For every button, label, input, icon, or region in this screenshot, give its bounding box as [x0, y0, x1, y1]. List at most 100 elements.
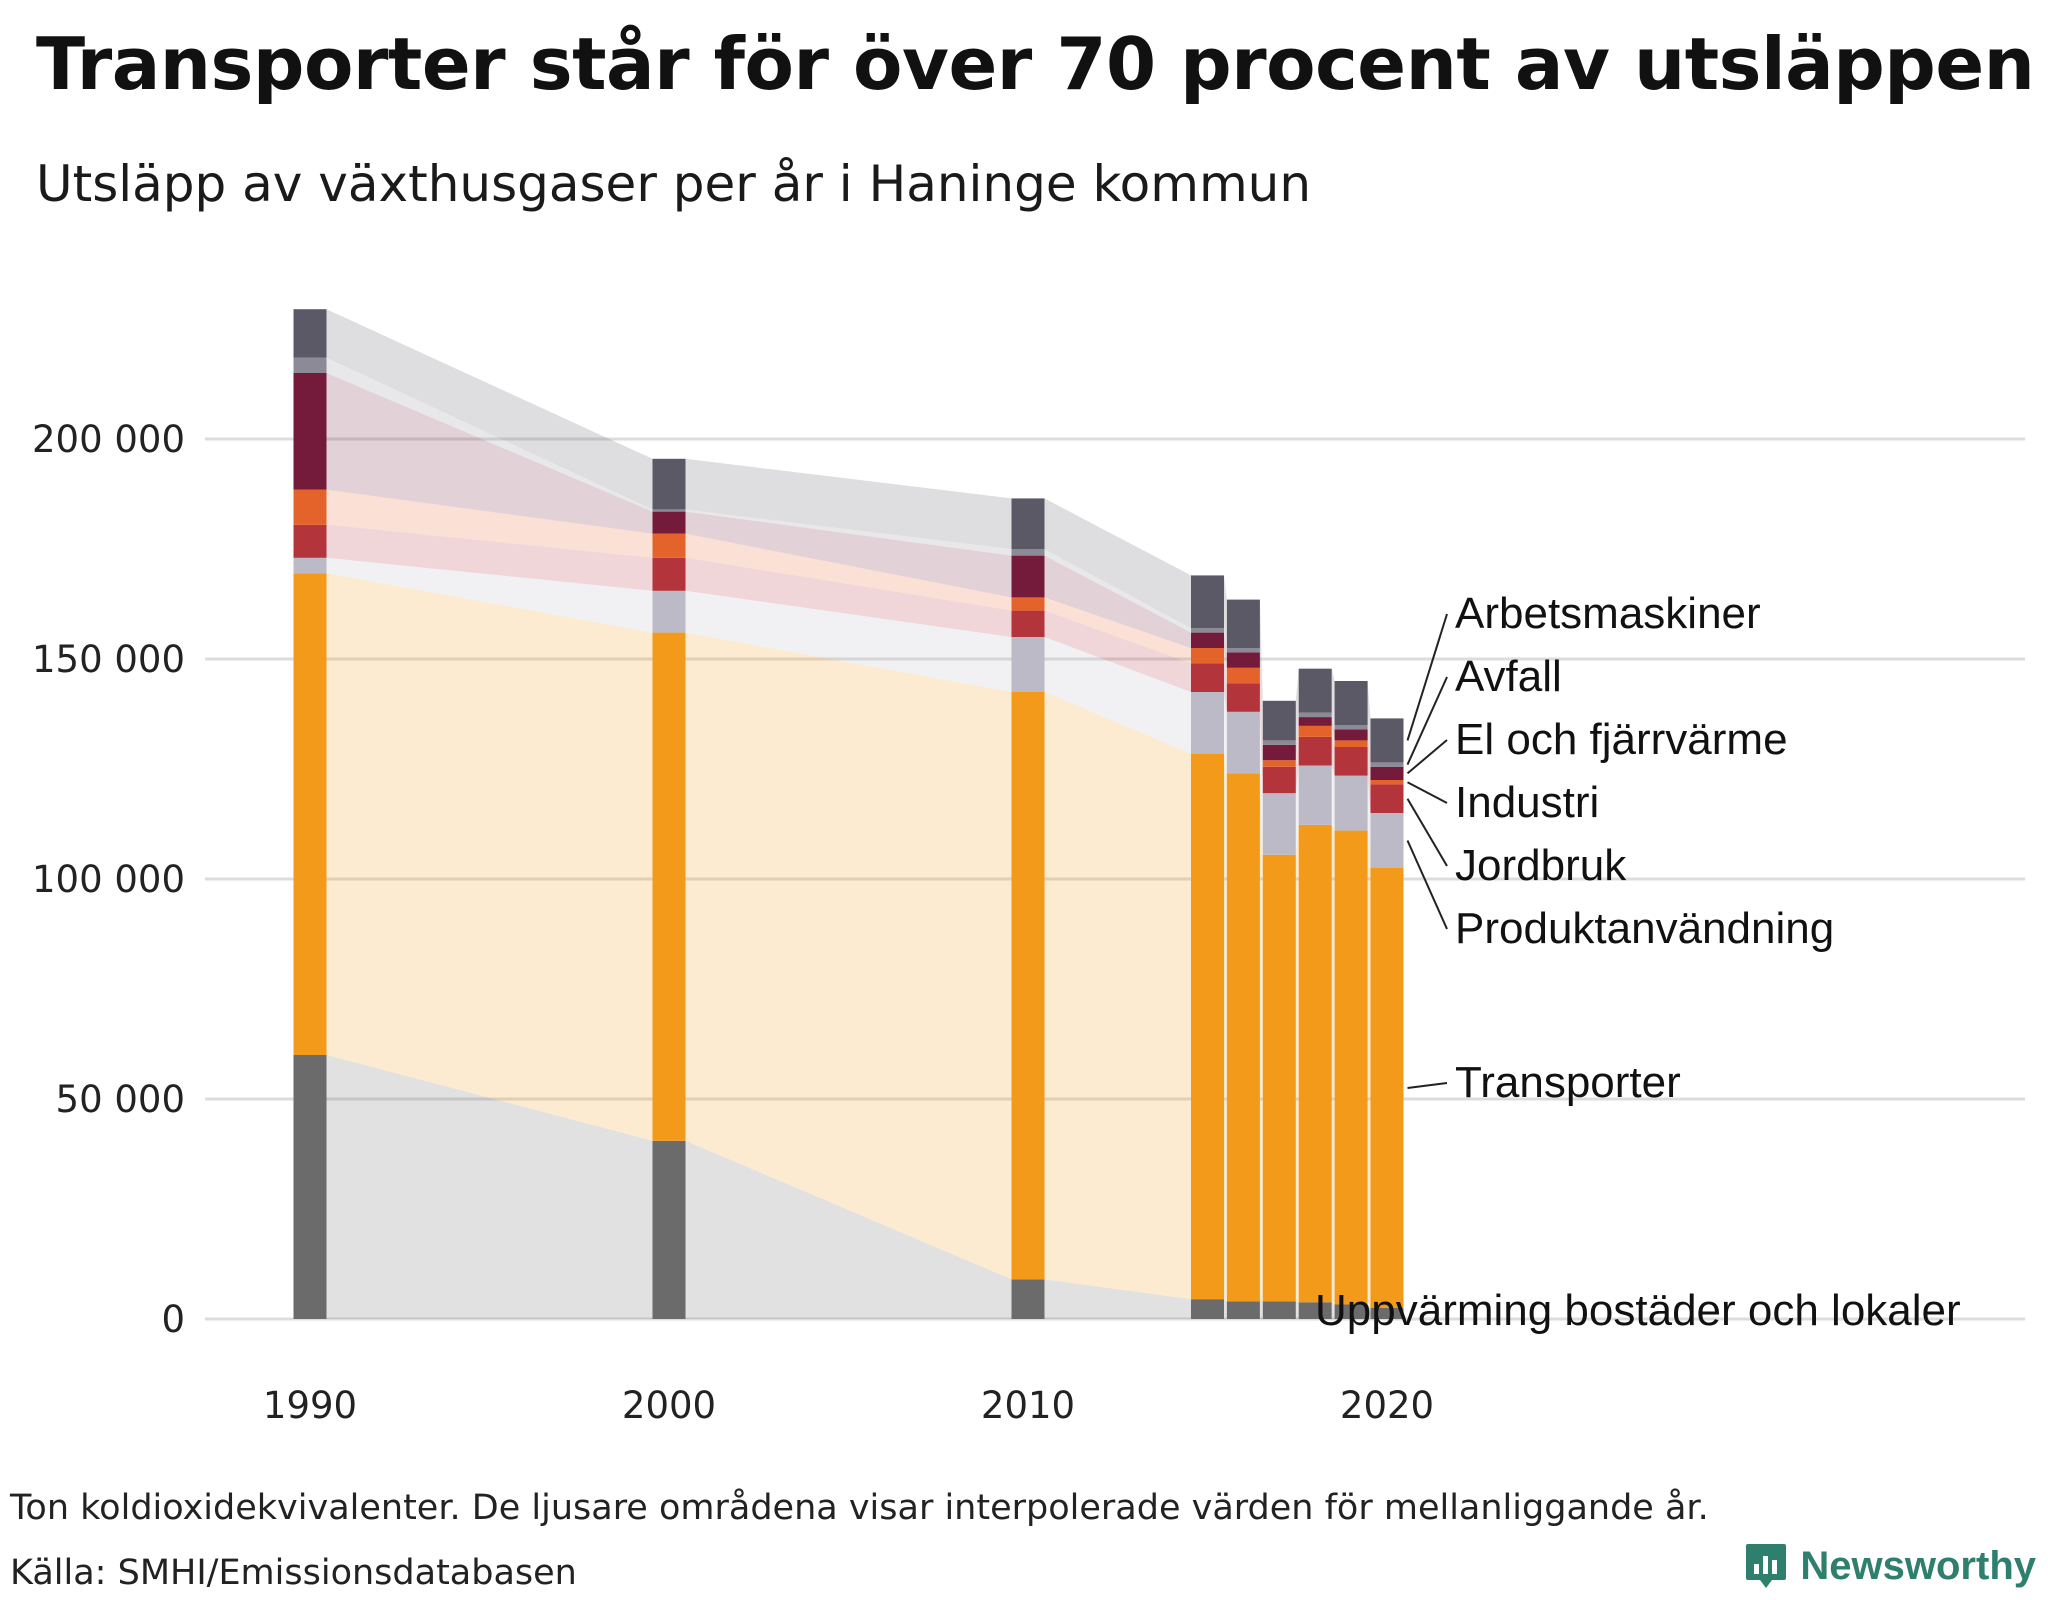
bar-segment — [1370, 762, 1404, 767]
interpolation-bands — [326, 309, 1371, 1319]
interpolation-band — [1331, 725, 1335, 747]
bar-segment — [1298, 765, 1332, 825]
bar-segment — [1370, 718, 1404, 763]
interpolation-band — [1224, 1299, 1227, 1319]
bar-segment — [1334, 681, 1368, 725]
interpolation-band — [685, 511, 1012, 598]
series-labels: Uppvärming bostäder och lokaler Transport… — [1315, 589, 1961, 1335]
series-label: Transporter — [1455, 1058, 1681, 1107]
bar-segment — [1262, 766, 1296, 794]
interpolation-band — [1367, 775, 1371, 868]
bar-segment — [1262, 793, 1296, 855]
x-tick-label: 1990 — [263, 1384, 357, 1427]
bar-segment — [293, 524, 327, 558]
interpolation-band — [1259, 1301, 1263, 1319]
interpolation-band — [326, 557, 653, 633]
interpolation-band — [1044, 1279, 1191, 1319]
bar-segment — [1334, 740, 1368, 747]
interpolation-band — [326, 373, 653, 534]
interpolation-band — [1295, 824, 1299, 1303]
interpolation-band — [1295, 1301, 1299, 1319]
chart-title: Transporter står för över 70 procent av … — [36, 22, 2035, 106]
interpolation-band — [1367, 747, 1371, 813]
series-label: Avfall — [1455, 652, 1562, 701]
interpolation-band — [1331, 1302, 1335, 1319]
bar-segment — [1262, 760, 1296, 767]
bar-segment — [1226, 773, 1260, 1302]
bar-segment — [1298, 736, 1332, 766]
bar-segment — [1191, 1299, 1224, 1319]
bar-segment — [1298, 725, 1332, 737]
interpolation-band — [685, 557, 1012, 637]
interpolation-band — [326, 309, 653, 510]
interpolation-band — [1224, 575, 1227, 648]
bar-segment — [1262, 740, 1296, 745]
bar-segment — [652, 509, 686, 512]
interpolation-band — [1044, 692, 1191, 1300]
interpolation-band — [1367, 830, 1371, 1308]
interpolation-band — [1331, 717, 1335, 741]
interpolation-band — [1259, 652, 1263, 761]
interpolation-band — [1295, 717, 1299, 761]
interpolation-band — [1331, 668, 1335, 725]
bar-segment — [293, 1055, 327, 1319]
bar-segment — [652, 632, 686, 1141]
bar-segment — [1370, 780, 1404, 785]
bar-segment — [1370, 1308, 1404, 1319]
interpolation-band — [1367, 740, 1371, 785]
interpolation-band — [1224, 628, 1227, 653]
series-label: El och fjärrvärme — [1455, 715, 1788, 764]
bar-segment — [1226, 667, 1260, 684]
interpolation-band — [1044, 555, 1191, 648]
bar-segment — [293, 309, 327, 358]
bar-segment — [1262, 700, 1296, 741]
interpolation-band — [1295, 725, 1299, 767]
y-tick-label: 0 — [161, 1298, 185, 1341]
bar-segment — [1262, 744, 1296, 761]
interpolation-band — [1259, 683, 1263, 794]
brand-logo[interactable]: Newsworthy — [1744, 1540, 2036, 1592]
newsworthy-logo-icon — [1746, 1544, 1787, 1588]
x-tick-label: 2010 — [981, 1384, 1075, 1427]
y-tick-label: 150 000 — [32, 638, 185, 681]
leader-line — [1406, 613, 1448, 741]
bar-segment — [1191, 628, 1224, 633]
leader-line — [1406, 739, 1448, 775]
bar-segment — [1262, 854, 1296, 1302]
leader-line — [1406, 676, 1448, 766]
x-tick-label: 2000 — [622, 1384, 716, 1427]
bar-segment — [1011, 637, 1045, 692]
interpolation-band — [326, 1055, 653, 1319]
interpolation-band — [326, 489, 653, 558]
bar-segment — [1334, 729, 1368, 741]
interpolation-band — [1367, 729, 1371, 780]
bar-segment — [1334, 747, 1368, 776]
bar-segment — [1370, 868, 1404, 1308]
bar-segment — [652, 533, 686, 558]
bar-segment — [293, 557, 327, 574]
bar-segment — [1011, 597, 1045, 611]
bar-segment — [1011, 549, 1045, 556]
bar-segment — [1298, 824, 1332, 1303]
interpolation-band — [685, 458, 1012, 549]
bar-segment — [1298, 1302, 1332, 1319]
bar-segment — [1226, 683, 1260, 712]
chart-source: Källa: SMHI/Emissionsdatabasen — [10, 1553, 577, 1593]
series-label: Arbetsmaskiner — [1455, 589, 1761, 638]
interpolation-band — [1295, 765, 1299, 855]
y-tick-label: 100 000 — [32, 858, 185, 901]
chart-footnote: Ton koldioxidekvivalenter. De ljusare om… — [10, 1488, 1709, 1528]
interpolation-band — [1259, 648, 1263, 745]
interpolation-band — [1224, 632, 1227, 668]
bar-segment — [1191, 648, 1224, 664]
bar-segment — [1334, 775, 1368, 831]
leader-line — [1407, 1082, 1448, 1089]
bar-segment — [293, 573, 327, 1055]
y-tick-label: 50 000 — [56, 1078, 185, 1121]
interpolation-band — [326, 357, 653, 512]
bar-segment — [652, 557, 686, 591]
interpolation-band — [685, 1140, 1012, 1319]
interpolation-band — [1044, 610, 1191, 692]
series-label: Industri — [1455, 778, 1599, 827]
bar-segment — [1334, 1304, 1368, 1319]
